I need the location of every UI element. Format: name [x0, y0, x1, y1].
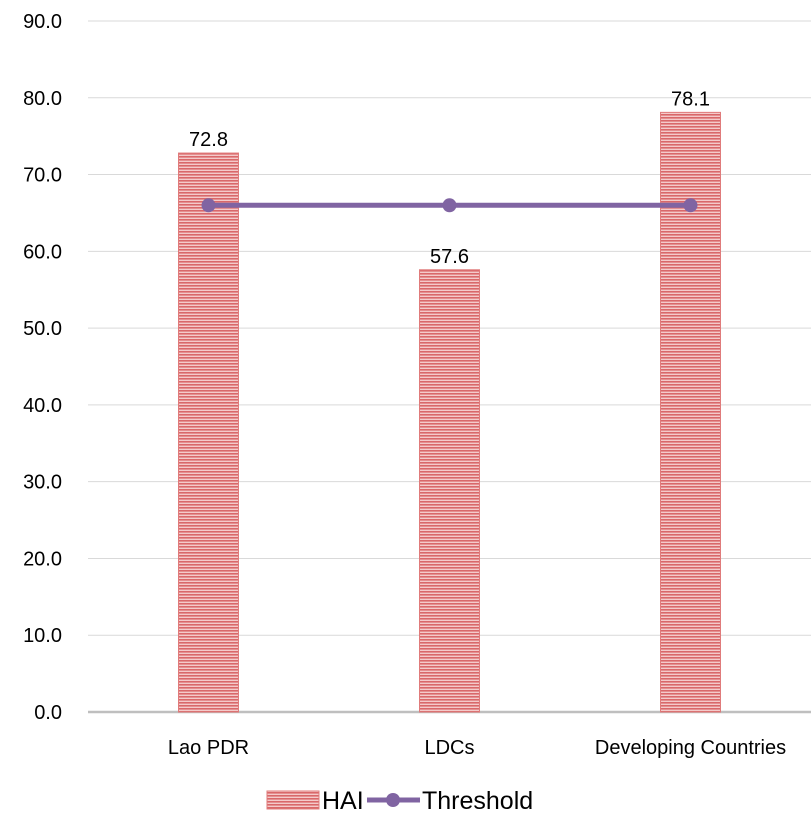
bars	[178, 111, 721, 713]
legend-swatch-hai	[266, 790, 320, 810]
bar-hai	[419, 269, 480, 713]
legend-label-hai: HAI	[322, 787, 364, 815]
y-tick-label: 70.0	[23, 165, 62, 187]
bar-hai	[178, 152, 239, 713]
y-tick-label: 50.0	[23, 318, 62, 340]
x-tick-label: Lao PDR	[168, 737, 249, 759]
legend: HAI Threshold	[266, 787, 533, 815]
x-axis-ticks: Lao PDR LDCs Developing Countries	[168, 737, 786, 759]
y-axis-ticks: 0.0 10.0 20.0 30.0 40.0 50.0 60.0 70.0 80.0 90.0	[23, 11, 62, 724]
x-tick-label: Developing Countries	[595, 737, 786, 759]
y-tick-label: 80.0	[23, 88, 62, 110]
y-tick-label: 30.0	[23, 472, 62, 494]
y-tick-label: 90.0	[23, 11, 62, 33]
y-tick-label: 60.0	[23, 241, 62, 263]
data-labels: 72.8 57.6 78.1	[189, 88, 710, 267]
data-label: 78.1	[671, 88, 710, 110]
threshold-point	[683, 198, 698, 213]
y-tick-label: 40.0	[23, 395, 62, 417]
legend-label-threshold: Threshold	[422, 787, 533, 815]
y-tick-label: 0.0	[34, 702, 62, 724]
threshold-point	[201, 198, 216, 213]
x-tick-label: LDCs	[424, 737, 474, 759]
data-label: 72.8	[189, 129, 228, 151]
bar-hai	[660, 111, 721, 713]
legend-marker-threshold	[386, 793, 400, 807]
y-tick-label: 20.0	[23, 548, 62, 570]
y-tick-label: 10.0	[23, 625, 62, 647]
threshold-point	[442, 198, 457, 213]
threshold-series	[201, 198, 698, 213]
data-label: 57.6	[430, 246, 469, 268]
